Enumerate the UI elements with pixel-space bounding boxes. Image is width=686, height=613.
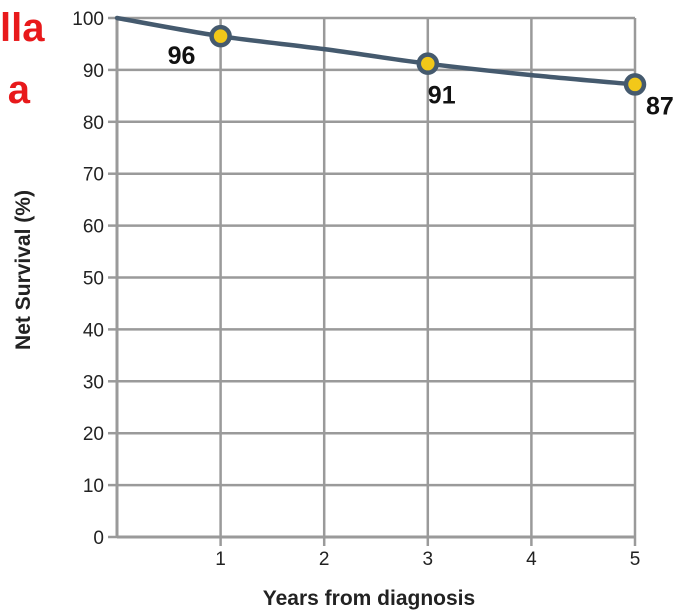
- x-tick-label: 2: [319, 549, 330, 570]
- series: [114, 15, 647, 96]
- y-tick-label: 20: [83, 424, 104, 445]
- y-tick-label: 80: [83, 113, 104, 134]
- y-tick-label: 0: [93, 528, 104, 549]
- x-tick-label: 4: [526, 549, 537, 570]
- x-axis-title: Years from diagnosis: [263, 587, 475, 610]
- y-axis-title: Net Survival (%): [12, 190, 35, 350]
- grid: [117, 16, 637, 537]
- x-tick-label: 1: [215, 549, 226, 570]
- y-tick-label: 90: [83, 61, 104, 82]
- x-tick-label: 3: [423, 549, 434, 570]
- y-tick-label: 10: [83, 476, 104, 497]
- tick-labels: 0 10 20 30 40 50 60 70 80 90 100 1 2 3 4 5: [72, 9, 640, 570]
- y-tick-label: 30: [83, 372, 104, 393]
- x-tick-label: 5: [630, 549, 641, 570]
- survival-line: [114, 15, 638, 87]
- y-tick-label: 50: [83, 269, 104, 290]
- title-fragment-line-1: lla: [0, 6, 45, 50]
- y-tick-label: 100: [72, 9, 104, 30]
- y-tick-label: 70: [83, 165, 104, 186]
- data-point-marker: [623, 73, 647, 96]
- data-label: 87: [646, 92, 674, 120]
- y-tick-label: 60: [83, 217, 104, 238]
- data-label: 91: [428, 82, 456, 110]
- axes: [108, 16, 637, 546]
- data-point-marker: [209, 24, 232, 48]
- data-label: 96: [168, 42, 196, 70]
- data-point-marker: [416, 52, 440, 75]
- y-tick-label: 40: [83, 320, 104, 341]
- title-fragment-line-2: a: [7, 68, 30, 112]
- data-labels: 96 91 87: [168, 42, 674, 120]
